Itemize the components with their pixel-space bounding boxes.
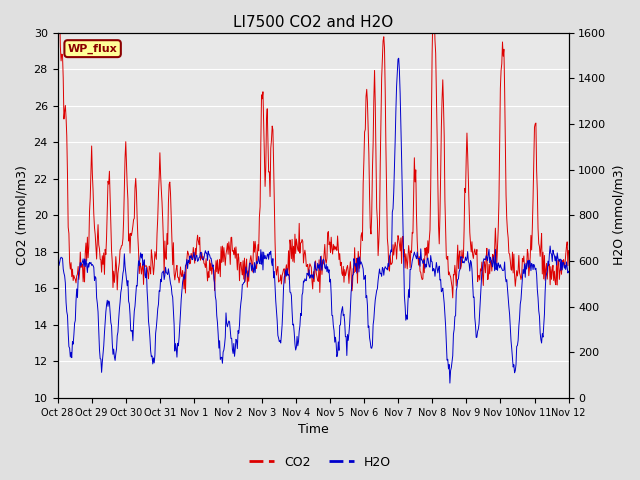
Y-axis label: CO2 (mmol/m3): CO2 (mmol/m3) <box>15 165 28 265</box>
Y-axis label: H2O (mmol/m3): H2O (mmol/m3) <box>612 165 625 265</box>
Title: LI7500 CO2 and H2O: LI7500 CO2 and H2O <box>233 15 393 30</box>
Legend: CO2, H2O: CO2, H2O <box>244 451 396 474</box>
X-axis label: Time: Time <box>298 423 328 436</box>
Text: WP_flux: WP_flux <box>68 44 118 54</box>
